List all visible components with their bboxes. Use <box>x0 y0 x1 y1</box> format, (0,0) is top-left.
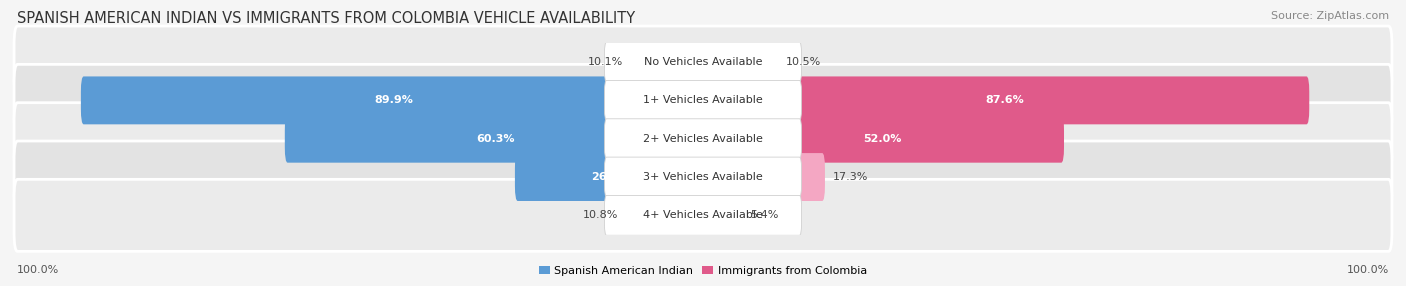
FancyBboxPatch shape <box>605 157 801 197</box>
FancyBboxPatch shape <box>631 38 706 86</box>
Text: 10.8%: 10.8% <box>583 210 619 220</box>
Text: 100.0%: 100.0% <box>17 265 59 275</box>
FancyBboxPatch shape <box>605 119 801 159</box>
FancyBboxPatch shape <box>515 153 706 201</box>
FancyBboxPatch shape <box>700 115 1064 163</box>
FancyBboxPatch shape <box>700 153 825 201</box>
Text: 17.3%: 17.3% <box>832 172 868 182</box>
Text: 52.0%: 52.0% <box>863 134 901 144</box>
FancyBboxPatch shape <box>700 76 1309 124</box>
Text: 89.9%: 89.9% <box>374 96 413 105</box>
Text: No Vehicles Available: No Vehicles Available <box>644 57 762 67</box>
FancyBboxPatch shape <box>605 80 801 120</box>
Text: 2+ Vehicles Available: 2+ Vehicles Available <box>643 134 763 144</box>
Text: Source: ZipAtlas.com: Source: ZipAtlas.com <box>1271 11 1389 21</box>
FancyBboxPatch shape <box>14 26 1392 98</box>
Text: 60.3%: 60.3% <box>477 134 515 144</box>
Text: 10.1%: 10.1% <box>588 57 623 67</box>
FancyBboxPatch shape <box>14 141 1392 213</box>
FancyBboxPatch shape <box>605 195 801 235</box>
Text: SPANISH AMERICAN INDIAN VS IMMIGRANTS FROM COLOMBIA VEHICLE AVAILABILITY: SPANISH AMERICAN INDIAN VS IMMIGRANTS FR… <box>17 11 636 26</box>
Text: 26.9%: 26.9% <box>591 172 630 182</box>
Text: 100.0%: 100.0% <box>1347 265 1389 275</box>
FancyBboxPatch shape <box>700 191 742 239</box>
Text: 4+ Vehicles Available: 4+ Vehicles Available <box>643 210 763 220</box>
FancyBboxPatch shape <box>82 76 706 124</box>
Text: 3+ Vehicles Available: 3+ Vehicles Available <box>643 172 763 182</box>
FancyBboxPatch shape <box>700 38 778 86</box>
Text: 87.6%: 87.6% <box>986 96 1024 105</box>
Text: 1+ Vehicles Available: 1+ Vehicles Available <box>643 96 763 105</box>
Text: 5.4%: 5.4% <box>751 210 779 220</box>
Text: 10.5%: 10.5% <box>786 57 821 67</box>
FancyBboxPatch shape <box>14 103 1392 175</box>
FancyBboxPatch shape <box>14 179 1392 251</box>
Legend: Spanish American Indian, Immigrants from Colombia: Spanish American Indian, Immigrants from… <box>534 261 872 281</box>
FancyBboxPatch shape <box>626 191 706 239</box>
FancyBboxPatch shape <box>605 42 801 82</box>
FancyBboxPatch shape <box>14 64 1392 136</box>
FancyBboxPatch shape <box>285 115 706 163</box>
